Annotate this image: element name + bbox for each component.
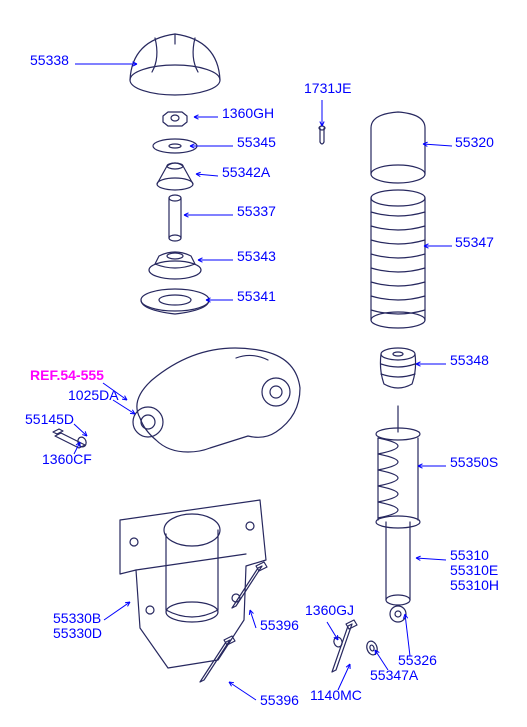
label-55342A: 55342A [222, 165, 270, 180]
label-55396b: 55396 [260, 693, 299, 708]
part-55350S [376, 406, 420, 528]
part-1360GH [163, 112, 187, 126]
label-55350S: 55350S [450, 455, 498, 470]
part-55343 [149, 252, 201, 279]
label-55310H: 55310H [450, 578, 499, 593]
label-55343: 55343 [237, 249, 276, 264]
part-55330 [120, 500, 266, 668]
label-1360CF: 1360CF [42, 452, 92, 467]
ref-54-555-arm [133, 348, 300, 452]
label-55347A: 55347A [370, 668, 418, 683]
part-55347 [371, 190, 425, 328]
part-55396-upper [232, 562, 267, 608]
label-55348: 55348 [450, 353, 489, 368]
label-55330D: 55330D [53, 626, 102, 641]
part-1731JE [319, 126, 325, 144]
part-55338 [130, 34, 220, 95]
label-55341: 55341 [237, 289, 276, 304]
label-ref: REF.54-555 [30, 368, 104, 383]
part-55310 [386, 522, 410, 622]
label-55326: 55326 [398, 653, 437, 668]
label-55145D: 55145D [25, 412, 74, 427]
part-55348 [380, 348, 415, 388]
part-55337 [169, 195, 181, 241]
part-55342A [157, 163, 193, 190]
label-55337: 55337 [237, 204, 276, 219]
label-1360GH: 1360GH [222, 106, 274, 121]
label-55396a: 55396 [260, 618, 299, 633]
label-55320: 55320 [455, 135, 494, 150]
part-55341 [141, 289, 209, 314]
label-1360GJ: 1360GJ [305, 603, 354, 618]
label-1731JE: 1731JE [304, 81, 351, 96]
label-55345: 55345 [237, 135, 276, 150]
label-55347: 55347 [455, 235, 494, 250]
part-55320 [371, 112, 425, 183]
label-55338: 55338 [30, 53, 69, 68]
label-1025DA: 1025DA [68, 388, 119, 403]
label-1140MC: 1140MC [310, 688, 362, 703]
